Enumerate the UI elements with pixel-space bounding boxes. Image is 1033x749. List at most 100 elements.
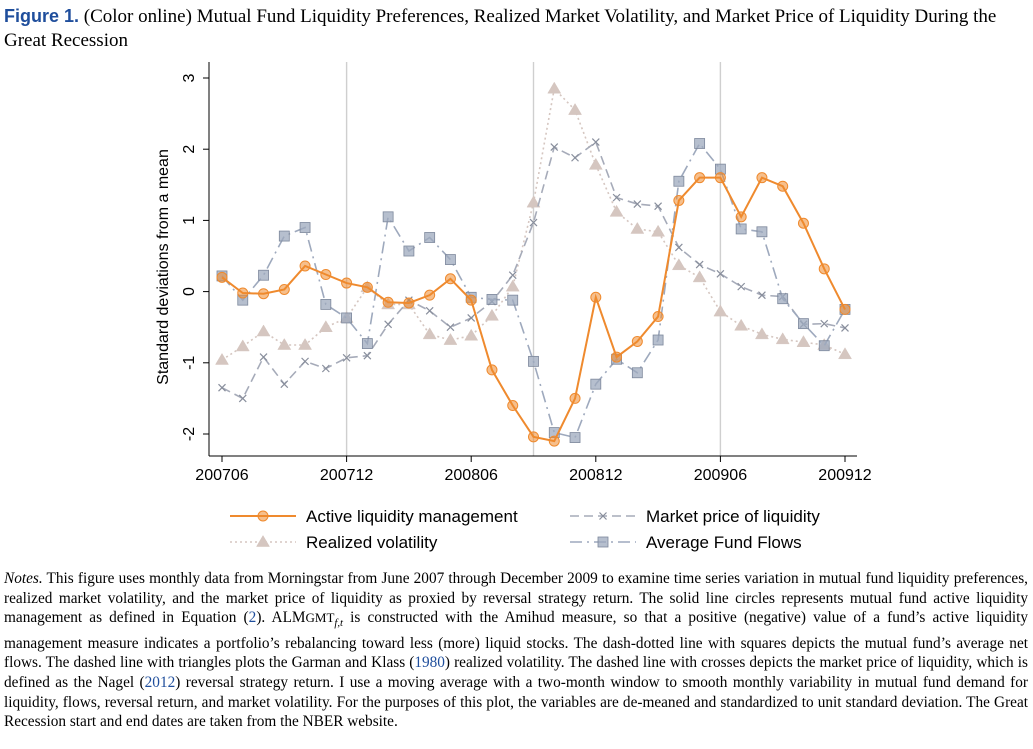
data-point-realized-volatility (485, 308, 499, 321)
legend-item-average-fund-flows: Average Fund Flows (570, 533, 802, 552)
data-point-active-liquidity-management (714, 172, 726, 184)
series-group (215, 81, 852, 447)
data-point-market-price-of-liquidity (342, 353, 351, 362)
data-point-realized-volatility (277, 338, 292, 350)
data-point-average-fund-flows (361, 338, 373, 349)
data-point-realized-volatility (568, 103, 582, 115)
data-point-active-liquidity-management (486, 364, 498, 376)
legend-swatch-marker (256, 535, 270, 547)
y-tick-label: 3 (181, 73, 198, 82)
legend-label: Average Fund Flows (646, 533, 802, 552)
data-point-market-price-of-liquidity (758, 291, 766, 300)
chart-svg: -2 -1 0 1 2 3 Standard deviations from a mean 2… (155, 62, 872, 552)
data-point-active-liquidity-management (652, 311, 664, 323)
x-tick-label: 200906 (694, 467, 747, 484)
data-point-active-liquidity-management (548, 435, 560, 447)
data-point-active-liquidity-management (777, 180, 789, 192)
data-point-realized-volatility (422, 327, 437, 340)
data-point-market-price-of-liquidity (674, 243, 683, 252)
data-point-active-liquidity-management (465, 294, 477, 306)
data-point-active-liquidity-management (611, 351, 623, 363)
notes-text-1: This figure uses monthly data from Morni… (4, 570, 1028, 627)
data-point-average-fund-flows (569, 432, 581, 443)
data-point-realized-volatility (713, 304, 728, 317)
citation-link-1980[interactable]: 1980 (414, 654, 445, 672)
data-point-average-fund-flows (299, 222, 311, 233)
data-point-average-fund-flows (777, 293, 789, 305)
data-point-market-price-of-liquidity (820, 319, 829, 328)
figure-label: Figure 1. (4, 6, 80, 26)
data-point-realized-volatility (318, 320, 333, 332)
data-point-market-price-of-liquidity (425, 306, 434, 315)
equation-link[interactable]: 2 (248, 609, 257, 627)
data-point-market-price-of-liquidity (384, 320, 393, 329)
data-point-average-fund-flows (403, 245, 415, 257)
data-point-average-fund-flows (528, 355, 539, 367)
data-point-market-price-of-liquidity (301, 357, 309, 366)
citation-link-2012[interactable]: 2012 (144, 674, 176, 692)
data-point-active-liquidity-management (797, 217, 809, 229)
data-point-average-fund-flows (382, 211, 394, 223)
data-point-active-liquidity-management (569, 392, 581, 404)
data-point-active-liquidity-management (507, 400, 519, 412)
figure-title: (Color online) Mutual Fund Liquidity Pre… (4, 6, 997, 51)
data-point-realized-volatility (796, 335, 811, 347)
data-point-active-liquidity-management (694, 172, 706, 184)
legend-swatch-marker (599, 512, 607, 520)
data-point-active-liquidity-management (216, 271, 228, 283)
data-point-realized-volatility (443, 333, 458, 345)
data-point-average-fund-flows (486, 294, 498, 305)
y-tick-label: 2 (181, 145, 198, 154)
data-point-realized-volatility (505, 279, 520, 292)
data-point-market-price-of-liquidity (716, 269, 725, 278)
data-point-market-price-of-liquidity (529, 218, 538, 227)
data-point-average-fund-flows (673, 175, 685, 187)
notes-smallcaps: GMT (305, 610, 335, 626)
y-tick-label: 0 (181, 287, 198, 296)
notes-text-5: ) reversal strategy return. I use a movi… (4, 674, 1028, 731)
data-point-realized-volatility (671, 258, 686, 271)
data-point-market-price-of-liquidity (280, 380, 289, 389)
data-point-realized-volatility (754, 327, 769, 340)
data-point-average-fund-flows (590, 378, 602, 390)
data-point-realized-volatility (630, 221, 645, 234)
data-point-realized-volatility (464, 328, 479, 341)
data-point-realized-volatility (256, 324, 271, 337)
notes-text-2: ). ALM (256, 609, 306, 627)
data-point-active-liquidity-management (818, 263, 830, 275)
data-point-market-price-of-liquidity (446, 323, 455, 332)
notes-text-3: is constructed with the Amihud measure, … (4, 609, 1029, 672)
legend-item-realized-volatility: Realized volatility (230, 533, 438, 552)
data-point-market-price-of-liquidity (508, 271, 517, 280)
data-point-market-price-of-liquidity (612, 193, 621, 202)
data-point-market-price-of-liquidity (321, 364, 330, 373)
data-point-realized-volatility (838, 347, 852, 360)
data-point-average-fund-flows (652, 334, 664, 346)
x-tick-label: 200712 (320, 467, 373, 484)
data-point-active-liquidity-management (631, 335, 643, 347)
data-point-average-fund-flows (507, 294, 519, 306)
y-tick-label: -2 (181, 427, 198, 441)
recession-lines (345, 62, 722, 456)
data-point-market-price-of-liquidity (737, 282, 746, 291)
y-axis-title: Standard deviations from a mean (155, 149, 172, 385)
data-point-realized-volatility (609, 204, 624, 217)
data-point-active-liquidity-management (382, 296, 394, 308)
data-point-active-liquidity-management (735, 211, 747, 223)
data-point-average-fund-flows (445, 254, 456, 265)
notes-subscript: f,t (334, 617, 344, 630)
data-point-market-price-of-liquidity (571, 153, 579, 162)
data-point-realized-volatility (526, 195, 541, 208)
data-point-active-liquidity-management (590, 291, 602, 303)
data-point-average-fund-flows (631, 367, 643, 379)
figure-notes: Notes. This figure uses monthly data fro… (4, 569, 1028, 732)
y-tick-label: -1 (181, 356, 198, 370)
data-point-active-liquidity-management (444, 273, 456, 285)
legend-swatch-marker (597, 536, 609, 548)
data-point-active-liquidity-management (756, 172, 768, 184)
data-point-active-liquidity-management (403, 297, 415, 309)
data-point-average-fund-flows (735, 223, 747, 235)
data-point-market-price-of-liquidity (695, 260, 704, 269)
series-realized-volatility (215, 81, 852, 365)
series-average-fund-flows (216, 138, 851, 443)
